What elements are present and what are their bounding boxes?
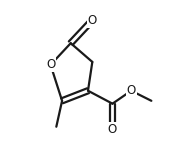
Text: O: O: [88, 14, 97, 27]
Text: O: O: [46, 58, 55, 71]
Text: O: O: [127, 84, 136, 97]
Text: O: O: [108, 123, 117, 136]
